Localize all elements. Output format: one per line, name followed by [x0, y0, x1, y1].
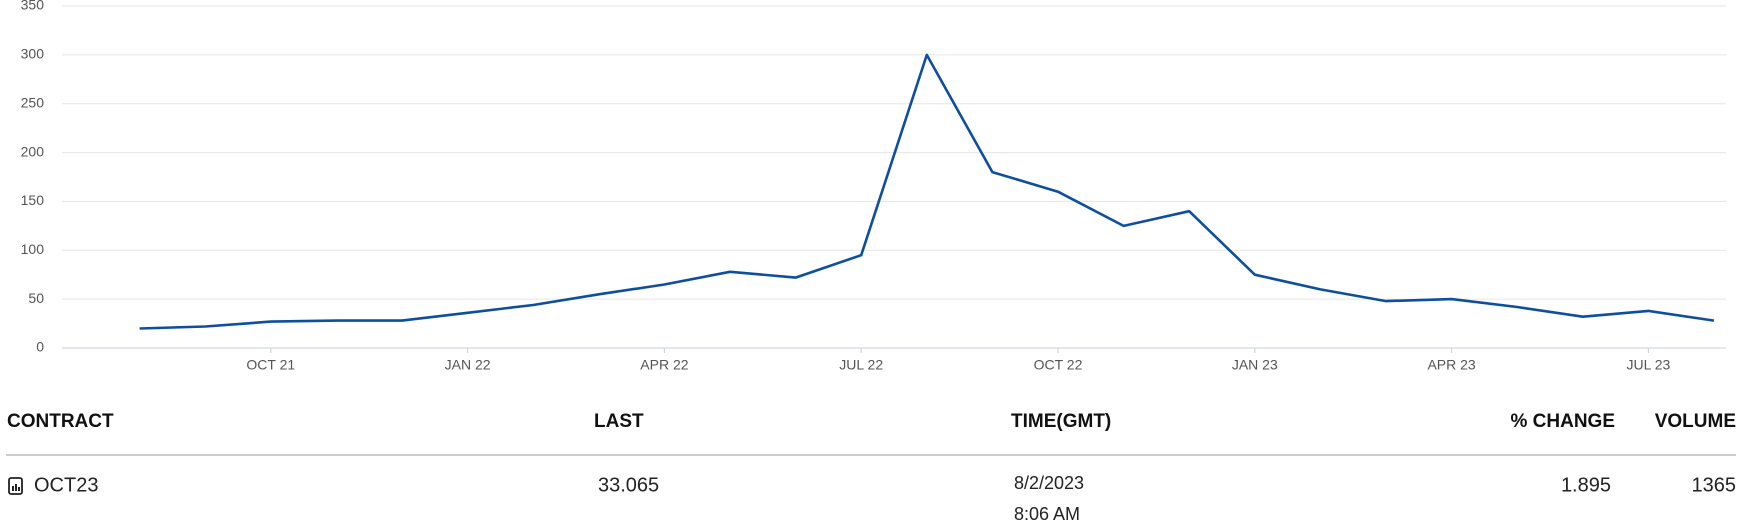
price-line [139, 53, 1715, 330]
y-tick-label: 150 [21, 192, 45, 208]
table-header: % CHANGE [1510, 411, 1615, 432]
x-tick-label: APR 23 [1427, 357, 1475, 373]
trade-time: 8:06 AM [1014, 504, 1080, 524]
y-tick-label: 350 [21, 0, 45, 13]
table-header: CONTRACT [7, 411, 114, 432]
table-header: TIME(GMT) [1011, 411, 1111, 432]
trade-date: 8/2/2023 [1014, 473, 1084, 493]
table-header: VOLUME [1655, 411, 1736, 432]
x-tick-label: JAN 23 [1232, 357, 1278, 373]
y-tick-label: 50 [28, 290, 44, 306]
volume: 1365 [1692, 474, 1737, 496]
x-tick-label: APR 22 [640, 357, 688, 373]
y-tick-label: 0 [36, 339, 44, 355]
pct-change: 1.895 [1561, 474, 1611, 496]
last-price: 33.065 [598, 474, 659, 496]
y-tick-label: 300 [21, 46, 45, 62]
file-icon [8, 477, 23, 495]
x-tick-label: JUL 23 [1626, 357, 1670, 373]
quote-table: CONTRACT LAST TIME(GMT) % CHANGE VOLUME … [6, 411, 1736, 524]
y-tick-label: 100 [21, 241, 45, 257]
table-header: LAST [594, 411, 644, 432]
x-tick-label: JAN 22 [445, 357, 491, 373]
x-tick-label: OCT 21 [246, 357, 295, 373]
x-tick-label: JUL 22 [839, 357, 883, 373]
y-tick-label: 250 [21, 94, 45, 110]
y-tick-label: 200 [21, 143, 45, 159]
x-tick-label: OCT 22 [1034, 357, 1083, 373]
contract-link[interactable]: OCT23 [34, 474, 98, 496]
